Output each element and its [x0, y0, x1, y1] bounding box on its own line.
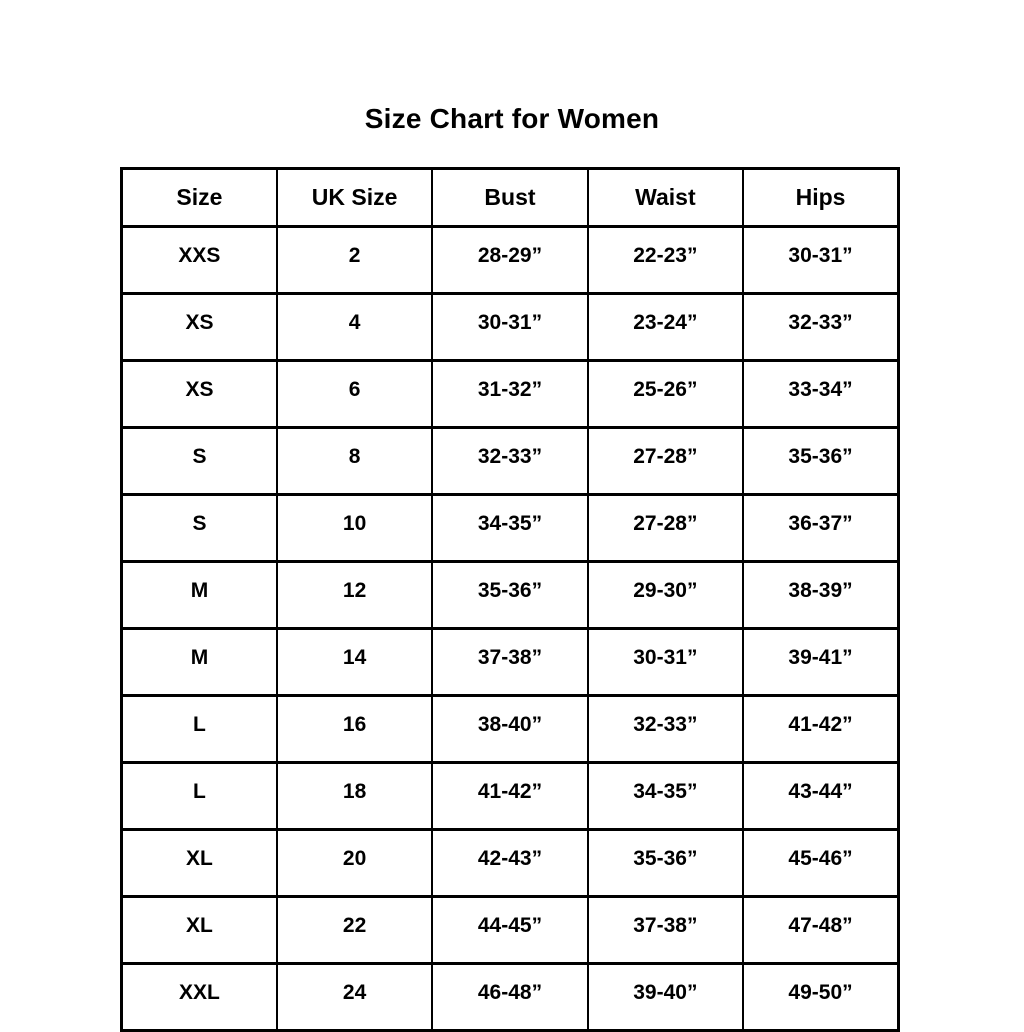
- table-cell: M: [120, 627, 278, 697]
- table-cell: 6: [275, 359, 434, 429]
- table-cell: 32-33”: [431, 426, 589, 496]
- table-cell: 30-31”: [586, 627, 745, 697]
- table-row: L 16 38-40” 32-33” 41-42”: [120, 694, 900, 764]
- table-cell: 39-41”: [742, 627, 900, 697]
- table-cell: S: [120, 493, 278, 563]
- table-cell: 46-48”: [431, 962, 589, 1032]
- table-cell: 34-35”: [586, 761, 745, 831]
- table-row: XXS 2 28-29” 22-23” 30-31”: [120, 225, 900, 295]
- table-row: XL 20 42-43” 35-36” 45-46”: [120, 828, 900, 898]
- table-cell: 32-33”: [586, 694, 745, 764]
- table-cell: 14: [275, 627, 434, 697]
- header-row: Size UK Size Bust Waist Hips: [120, 167, 900, 228]
- table-cell: 28-29”: [431, 225, 589, 295]
- table-cell: 32-33”: [742, 292, 900, 362]
- table-cell: 43-44”: [742, 761, 900, 831]
- table-cell: 45-46”: [742, 828, 900, 898]
- table-cell: 12: [275, 560, 434, 630]
- table-cell: M: [120, 560, 278, 630]
- table-cell: 29-30”: [586, 560, 745, 630]
- table-cell: XS: [120, 292, 278, 362]
- table-body: XXS 2 28-29” 22-23” 30-31” XS 4 30-31” 23-24” 32-…: [120, 225, 900, 1032]
- table-cell: 2: [275, 225, 434, 295]
- table-cell: 44-45”: [431, 895, 589, 965]
- header-cell-waist: Waist: [586, 167, 745, 228]
- table-cell: 31-32”: [431, 359, 589, 429]
- table-row: XS 4 30-31” 23-24” 32-33”: [120, 292, 900, 362]
- header-cell-size: Size: [120, 167, 278, 228]
- table-cell: 10: [275, 493, 434, 563]
- table-cell: XL: [120, 828, 278, 898]
- table-cell: 37-38”: [586, 895, 745, 965]
- table-cell: XXL: [120, 962, 278, 1032]
- table-cell: XXS: [120, 225, 278, 295]
- table-cell: 41-42”: [742, 694, 900, 764]
- table-cell: 27-28”: [586, 493, 745, 563]
- table-cell: XL: [120, 895, 278, 965]
- table-cell: XS: [120, 359, 278, 429]
- table-cell: 30-31”: [742, 225, 900, 295]
- table-cell: 38-39”: [742, 560, 900, 630]
- table-cell: 27-28”: [586, 426, 745, 496]
- table-row: S 10 34-35” 27-28” 36-37”: [120, 493, 900, 563]
- table-cell: 41-42”: [431, 761, 589, 831]
- table-row: XL 22 44-45” 37-38” 47-48”: [120, 895, 900, 965]
- header-cell-hips: Hips: [742, 167, 900, 228]
- table-cell: 34-35”: [431, 493, 589, 563]
- table-row: S 8 32-33” 27-28” 35-36”: [120, 426, 900, 496]
- table-cell: 23-24”: [586, 292, 745, 362]
- page-title: Size Chart for Women: [364, 103, 660, 134]
- table-header: Size UK Size Bust Waist Hips: [120, 167, 900, 228]
- table-cell: 33-34”: [742, 359, 900, 429]
- table-cell: S: [120, 426, 278, 496]
- table-row: XS 6 31-32” 25-26” 33-34”: [120, 359, 900, 429]
- table-row: L 18 41-42” 34-35” 43-44”: [120, 761, 900, 831]
- table-cell: 8: [275, 426, 434, 496]
- table-cell: 4: [275, 292, 434, 362]
- table-row: M 12 35-36” 29-30” 38-39”: [120, 560, 900, 630]
- table-row: XXL 24 46-48” 39-40” 49-50”: [120, 962, 900, 1032]
- header-cell-uk-size: UK Size: [275, 167, 434, 228]
- table-cell: L: [120, 694, 278, 764]
- table-cell: 22-23”: [586, 225, 745, 295]
- table-cell: 30-31”: [431, 292, 589, 362]
- table-cell: 38-40”: [431, 694, 589, 764]
- table-cell: 39-40”: [586, 962, 745, 1032]
- table-cell: 36-37”: [742, 493, 900, 563]
- table-cell: 37-38”: [431, 627, 589, 697]
- table-cell: 49-50”: [742, 962, 900, 1032]
- table-cell: 18: [275, 761, 434, 831]
- table-row: M 14 37-38” 30-31” 39-41”: [120, 627, 900, 697]
- table-cell: L: [120, 761, 278, 831]
- table-cell: 35-36”: [742, 426, 900, 496]
- table-cell: 16: [275, 694, 434, 764]
- table-cell: 35-36”: [431, 560, 589, 630]
- table-cell: 25-26”: [586, 359, 745, 429]
- table-cell: 42-43”: [431, 828, 589, 898]
- table-cell: 20: [275, 828, 434, 898]
- table-cell: 22: [275, 895, 434, 965]
- size-chart-table: Size UK Size Bust Waist Hips XXS 2 28-29” 22-23…: [120, 167, 900, 1032]
- table-cell: 24: [275, 962, 434, 1032]
- table-cell: 47-48”: [742, 895, 900, 965]
- header-cell-bust: Bust: [431, 167, 589, 228]
- table-cell: 35-36”: [586, 828, 745, 898]
